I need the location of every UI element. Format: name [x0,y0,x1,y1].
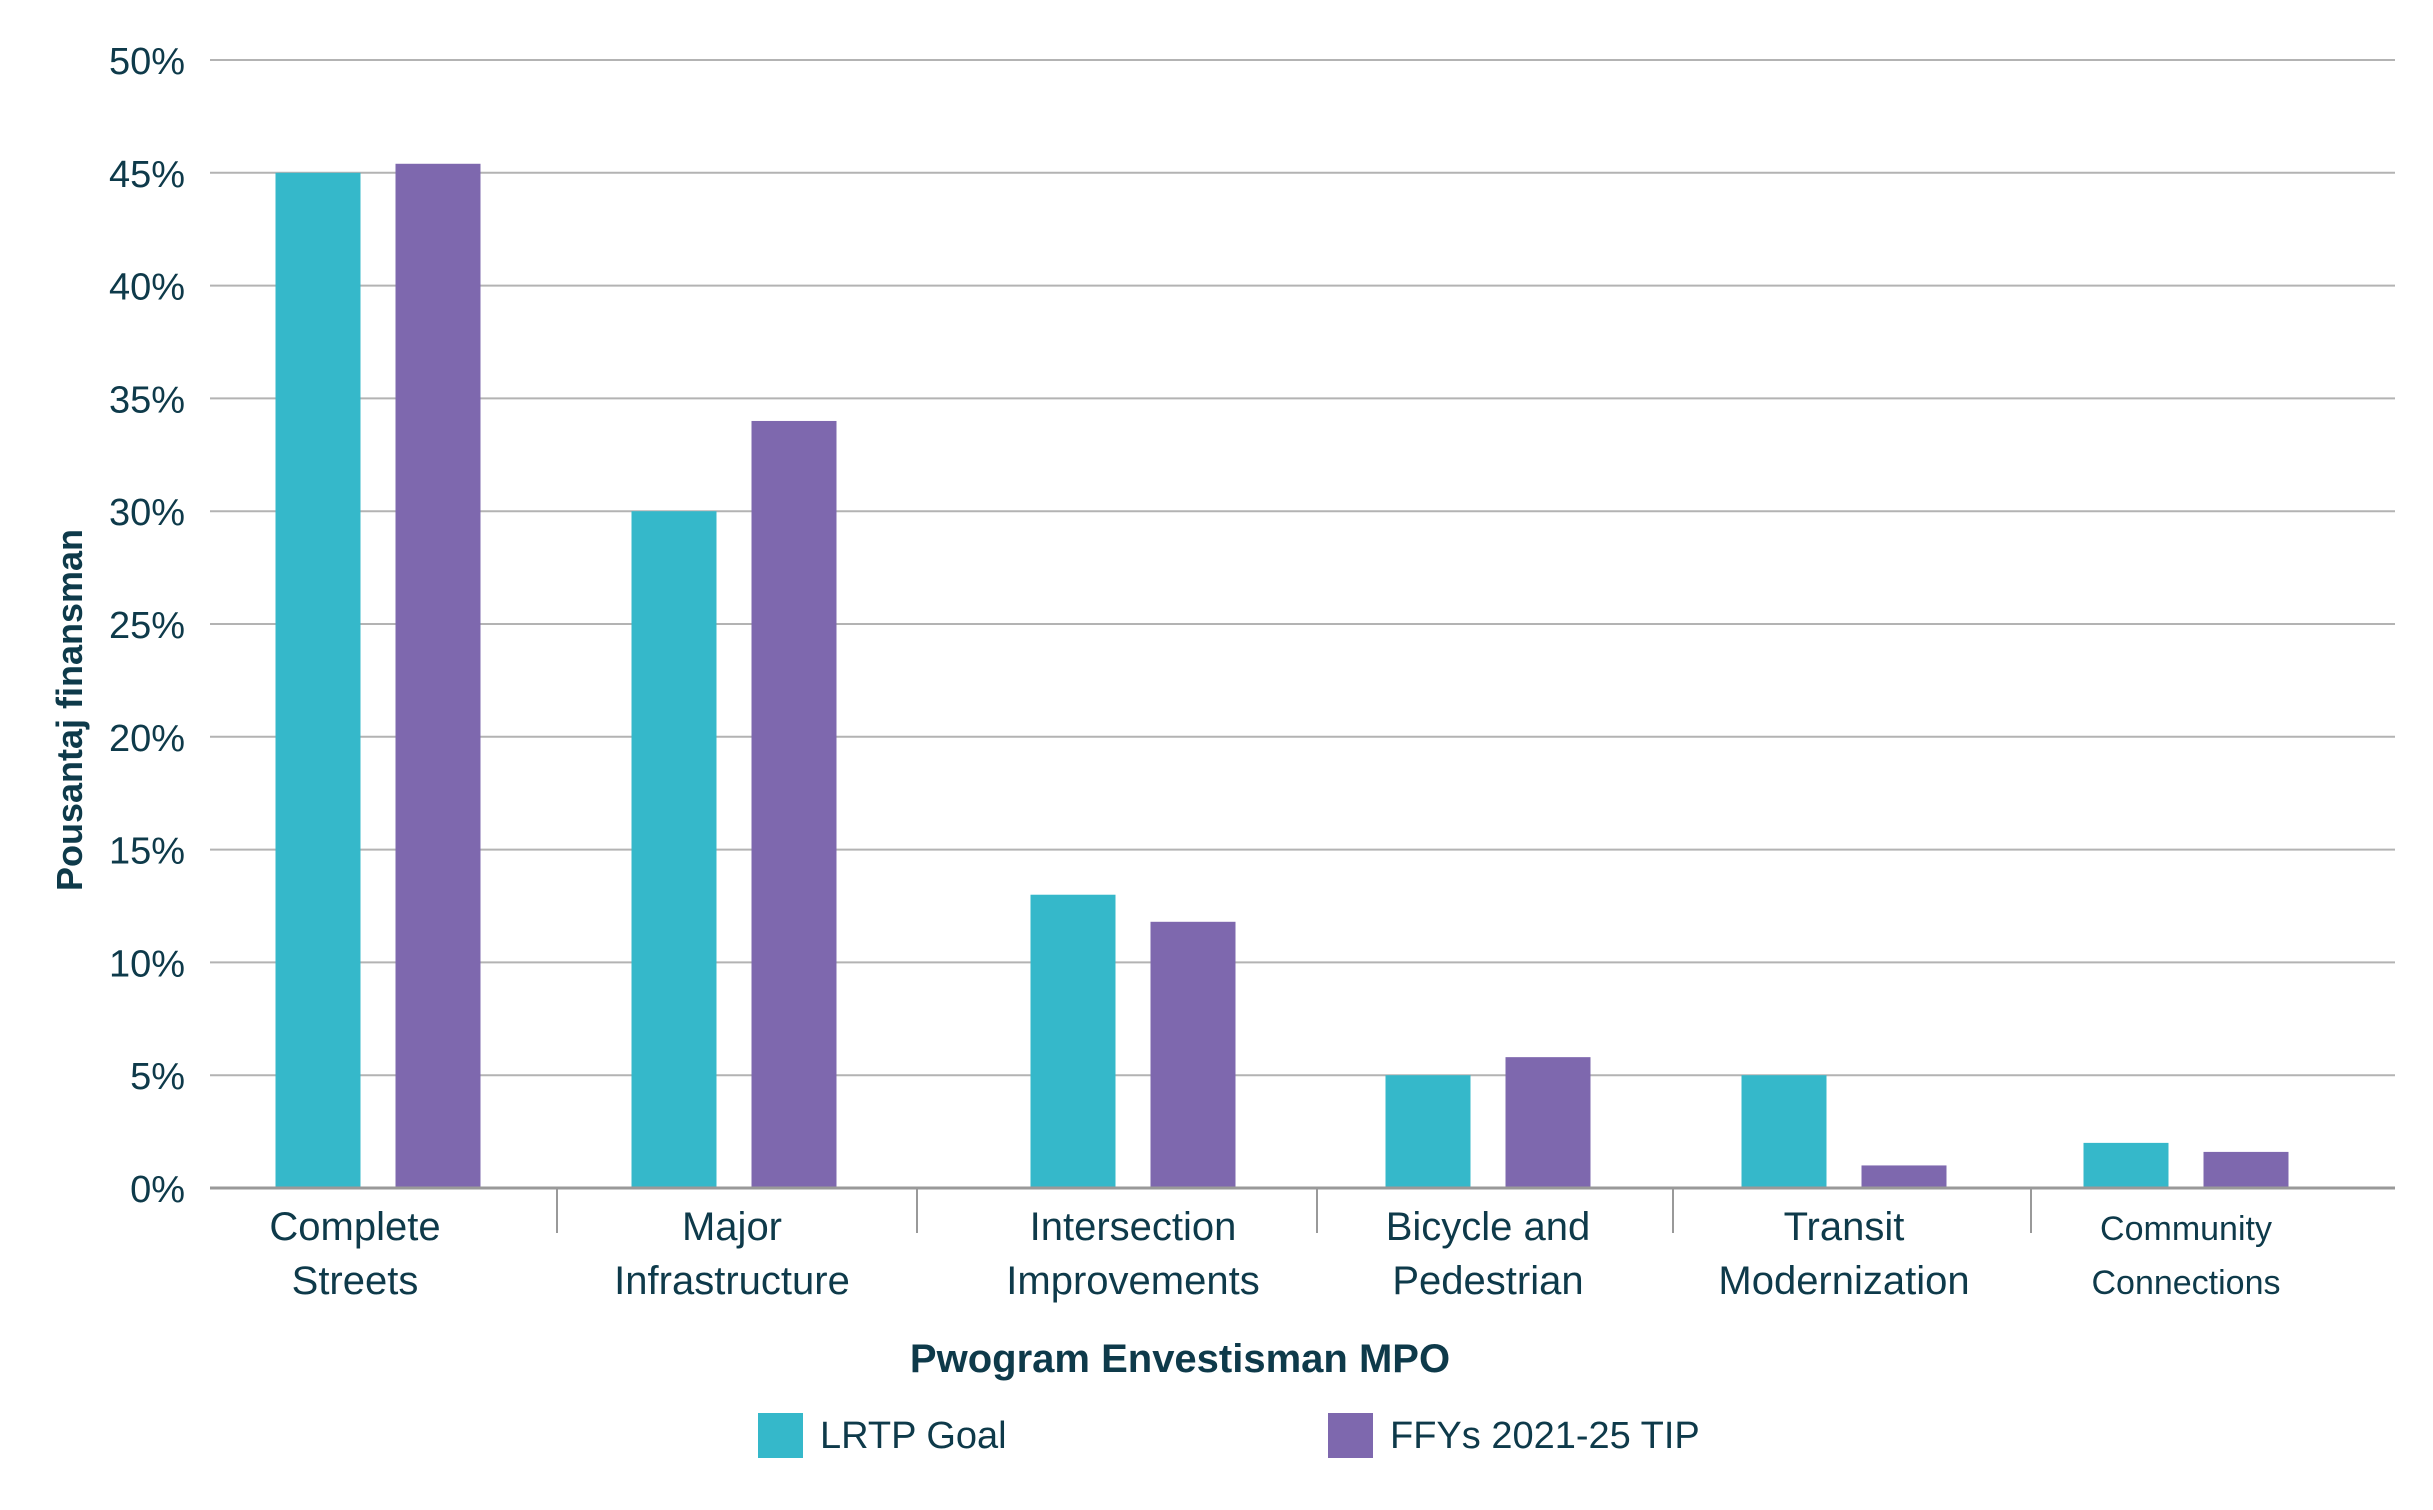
bar-lrtp-goal [1030,894,1116,1188]
y-tick-label: 10% [109,943,185,985]
bar-ffys-tip [1150,921,1236,1188]
y-tick-label: 25% [109,605,185,647]
legend: LRTP Goal FFYs 2021-25 TIP [758,1413,1700,1458]
y-tick-label: 35% [109,379,185,421]
x-tick-label: Infrastructure [614,1259,850,1303]
bar-lrtp-goal [1385,1075,1471,1188]
x-tick-label: Major [682,1205,782,1249]
bar-ffys-tip [2203,1151,2289,1188]
x-tick-label: Pedestrian [1392,1259,1583,1303]
x-tick-label: Complete [269,1205,440,1249]
legend-swatch [758,1413,803,1458]
x-tick-label: Streets [292,1259,419,1303]
bar-ffys-tip [1505,1057,1591,1188]
y-tick-label: 30% [109,492,185,534]
legend-item: FFYs 2021-25 TIP [1328,1413,1700,1458]
bar-ffys-tip [751,420,837,1189]
gridlines [210,59,2395,1077]
x-tick-label: Improvements [1006,1259,1259,1303]
bar-ffys-tip [395,163,481,1188]
x-tick-label: Intersection [1030,1205,1237,1249]
x-tick-label: Modernization [1718,1259,1969,1303]
bar-lrtp-goal [1741,1075,1827,1188]
bar-lrtp-goal [2083,1142,2169,1188]
x-tick-label: Bicycle and [1386,1205,1591,1249]
x-axis-tick-labels: Complete Streets Major Infrastructure Inters… [269,1205,2280,1303]
y-tick-label: 0% [130,1169,185,1211]
x-tick-label: Connections [2091,1264,2280,1302]
y-tick-label: 45% [109,154,185,196]
legend-label: FFYs 2021-25 TIP [1390,1415,1700,1457]
y-axis-tick-labels: 0% 5% 10% 15% 20% 25% 30% 35% 40% 45% 50% [109,41,185,1211]
x-tick-label: Transit [1784,1205,1905,1249]
x-tick-label: Community [2100,1210,2272,1248]
bar-ffys-tip [1861,1165,1947,1188]
y-tick-label: 15% [109,831,185,873]
y-tick-label: 40% [109,267,185,309]
legend-item: LRTP Goal [758,1413,1007,1458]
x-axis [210,1186,2395,1233]
y-tick-label: 5% [130,1056,185,1098]
y-axis-label: Pousantaj finansman [49,529,90,891]
legend-swatch [1328,1413,1373,1458]
bar-lrtp-goal [275,172,361,1189]
x-axis-label: Pwogram Envestisman MPO [910,1337,1450,1381]
y-tick-label: 20% [109,718,185,760]
y-tick-label: 50% [109,41,185,83]
legend-label: LRTP Goal [820,1415,1007,1457]
bar-lrtp-goal [631,511,717,1188]
bars [275,163,2289,1189]
